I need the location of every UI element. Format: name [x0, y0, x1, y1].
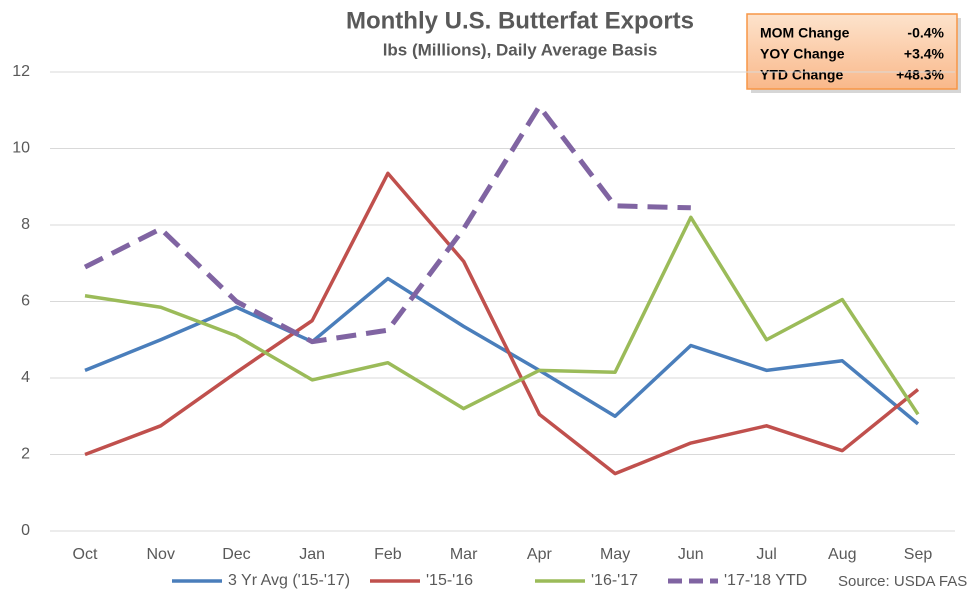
legend-label: '15-'16 [426, 572, 473, 589]
info-value: +48.3% [896, 67, 944, 83]
info-value: -0.4% [907, 25, 944, 41]
y-tick-label: 4 [21, 369, 30, 386]
info-label: YOY Change [760, 46, 845, 62]
series-line [84, 276, 920, 426]
x-tick-label: Sep [904, 546, 933, 563]
y-tick-label: 8 [21, 216, 30, 233]
x-tick-label: Feb [374, 546, 402, 563]
x-tick-label: Aug [828, 546, 856, 563]
x-tick-label: Dec [222, 546, 250, 563]
info-label: MOM Change [760, 25, 850, 41]
legend-label: '16-'17 [591, 572, 638, 589]
series-line [84, 171, 920, 476]
source-note: Source: USDA FAS [838, 573, 967, 590]
info-value: +3.4% [904, 46, 945, 62]
y-tick-label: 12 [12, 63, 30, 80]
chart-subtitle: lbs (Millions), Daily Average Basis [383, 40, 658, 59]
y-tick-label: 6 [21, 293, 30, 310]
chart-title: Monthly U.S. Butterfat Exports [346, 7, 694, 34]
x-tick-label: Oct [73, 546, 98, 563]
x-tick-label: Jun [678, 546, 704, 563]
info-box-rows: MOM Change -0.4% YOY Change +3.4% YTD Change… [760, 25, 945, 83]
y-tick-label: 2 [21, 446, 30, 463]
legend-label: 3 Yr Avg ('15-'17) [228, 572, 350, 589]
x-tick-label: May [600, 546, 630, 563]
series-line [83, 103, 691, 345]
legend-label: '17-'18 YTD [724, 572, 807, 589]
info-label: YTD Change [760, 67, 843, 83]
y-tick-label: 10 [12, 140, 30, 157]
x-tick-label: Jan [299, 546, 325, 563]
x-tick-label: Apr [527, 546, 553, 563]
info-box [746, 13, 958, 90]
y-tick-label: 0 [21, 522, 30, 539]
x-tick-label: Jul [756, 546, 776, 563]
x-tick-label: Nov [147, 546, 175, 563]
x-tick-label: Mar [450, 546, 478, 563]
series-line [84, 215, 920, 416]
